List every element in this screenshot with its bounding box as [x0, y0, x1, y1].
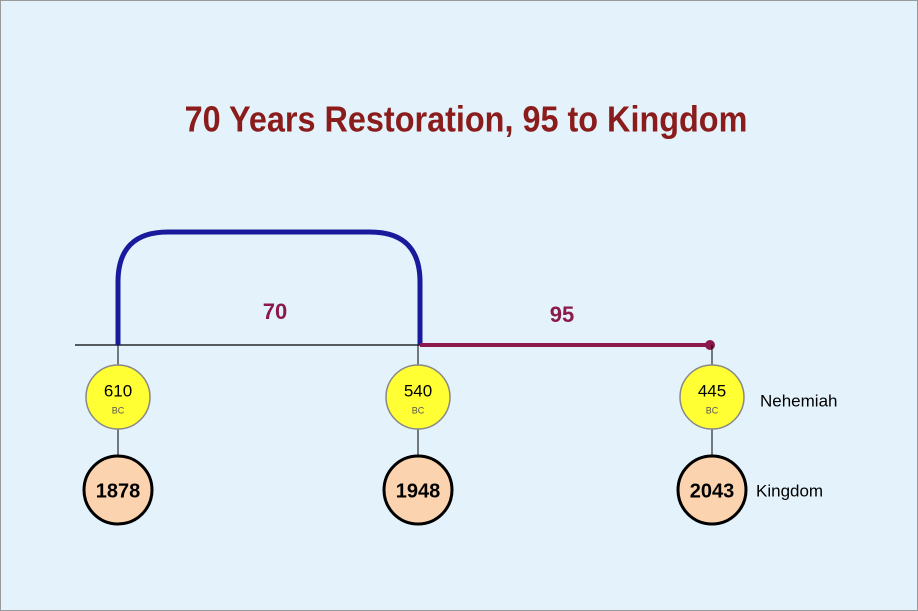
arc — [115, 229, 423, 345]
year: 1878 — [96, 480, 141, 502]
year: 540 — [404, 381, 432, 400]
node: 540 BC 1948 — [382, 345, 454, 526]
year: 445 — [698, 381, 726, 400]
year-circle — [85, 364, 151, 430]
end-dot — [705, 340, 715, 350]
title: 70 Years Restoration, 95 to Kingdom — [185, 100, 748, 140]
year: 610 — [104, 381, 132, 400]
year-circle — [385, 364, 451, 430]
note: Kingdom — [756, 481, 823, 500]
note: Nehemiah — [760, 391, 838, 410]
era: BC — [412, 405, 425, 415]
year: 2043 — [690, 480, 735, 502]
year-circle — [679, 364, 745, 430]
year-circle — [382, 454, 454, 526]
era: BC — [112, 405, 125, 415]
node: 610 BC 1878 — [82, 345, 154, 526]
year-circle — [82, 454, 154, 526]
year-circle — [676, 454, 748, 526]
span-label: 95 — [550, 302, 574, 327]
node: 445 BC 2043 Nehemiah Kingdom — [676, 345, 838, 526]
year: 1948 — [396, 480, 441, 502]
era: BC — [706, 405, 719, 415]
span-label: 70 — [263, 299, 287, 324]
